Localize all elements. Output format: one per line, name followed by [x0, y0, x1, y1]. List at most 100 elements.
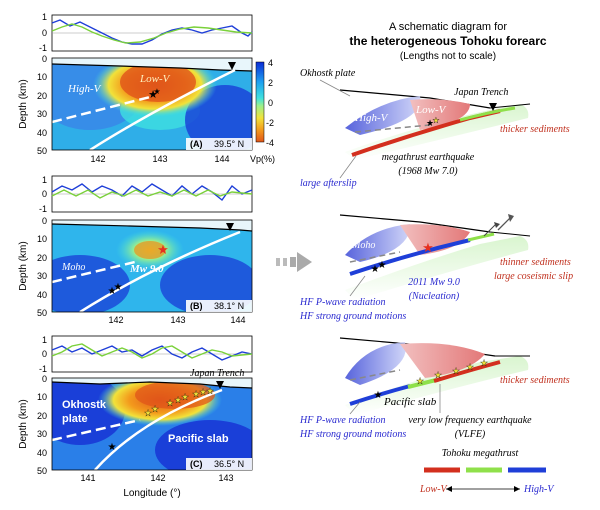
- label-plate: plate: [62, 413, 88, 425]
- label-thicker-sediments: thicker sediments: [500, 124, 570, 135]
- panel-tag: (C): [190, 459, 203, 469]
- schematic-1: ★ ★ Okhostk plate Japan Trench High-V Lo…: [300, 68, 570, 189]
- svg-text:4: 4: [268, 58, 273, 68]
- svg-text:30: 30: [37, 429, 47, 439]
- svg-text:★: ★: [181, 392, 189, 402]
- wave-tick: 1: [42, 12, 47, 22]
- star-marker: ★: [371, 264, 380, 275]
- star-marker: ★: [374, 390, 383, 401]
- wave-tick: 1: [42, 335, 47, 345]
- label-pacific-slab: Pacific slab: [168, 433, 229, 445]
- svg-text:50: 50: [37, 308, 47, 318]
- label-vlfe-1: very low frequency earthquake: [408, 415, 532, 426]
- slab-line: [94, 388, 223, 470]
- panel-lat: 39.5° N: [214, 139, 244, 149]
- svg-text:0: 0: [42, 374, 47, 384]
- svg-text:143: 143: [218, 473, 233, 483]
- tomography-b: [52, 220, 252, 312]
- transition-arrow: [276, 252, 312, 272]
- waveform-strip-a: 1 0 -1: [39, 12, 253, 53]
- header-line3: (Lengths not to scale): [400, 51, 496, 62]
- svg-text:142: 142: [108, 315, 123, 325]
- svg-text:★: ★: [192, 389, 200, 399]
- wave-tick: -1: [39, 43, 47, 53]
- green-trace: [51, 23, 253, 44]
- header-line1: A schematic diagram for: [389, 21, 507, 33]
- lon-ticks-b: 142 143 144: [108, 315, 245, 325]
- svg-text:0: 0: [42, 216, 47, 226]
- svg-text:10: 10: [37, 72, 47, 82]
- svg-text:★: ★: [434, 370, 442, 380]
- svg-text:0: 0: [268, 98, 273, 108]
- svg-text:40: 40: [37, 128, 47, 138]
- legend-title: Tohoku megathrust: [442, 448, 519, 459]
- depth-ticks-a: 0 10 20 30 40 50: [37, 54, 47, 156]
- colorbar-ticks: 4 2 0 -2 -4: [266, 58, 274, 148]
- depth-axis-label: Depth (km): [18, 241, 29, 290]
- label-hf-motions: HF strong ground motions: [299, 311, 406, 322]
- panel-tag: (B): [190, 301, 203, 311]
- star-marker: ★: [426, 118, 434, 128]
- green-trace: [51, 189, 253, 199]
- star-marker: ★: [108, 442, 117, 453]
- svg-text:40: 40: [37, 448, 47, 458]
- svg-text:50: 50: [37, 146, 47, 156]
- label-moho: Moho: [351, 240, 375, 251]
- label-moho: Moho: [61, 262, 85, 273]
- label-japan-trench: Japan Trench: [454, 87, 508, 98]
- depth-axis-label: Depth (km): [18, 399, 29, 448]
- star-marker: ★: [148, 89, 158, 101]
- label-okhostk-plate: Okhostk plate: [300, 68, 356, 79]
- legend: Tohoku megathrust Low-V High-V: [419, 448, 555, 495]
- green-trace: [51, 343, 253, 359]
- label-thicker-sediments: thicker sediments: [500, 375, 570, 386]
- wave-tick: 0: [42, 349, 47, 359]
- megathrust-line-green: [407, 378, 437, 389]
- panel-a: 1 0 -1 ★ ★ High-V Low-V (A) 39.5° N 0: [18, 12, 275, 164]
- label-low-v: Low-V: [415, 104, 447, 116]
- blue-trace: [51, 345, 253, 361]
- label-mw: Mw 9.0: [129, 263, 164, 275]
- star-marker: ★: [114, 282, 123, 293]
- tomography-a: [52, 58, 252, 150]
- svg-text:143: 143: [152, 154, 167, 164]
- waveform-strip-c: 1 0 -1: [39, 335, 253, 374]
- mainshock-star: ★: [157, 242, 169, 257]
- wave-tick: -1: [39, 204, 47, 214]
- svg-text:★: ★: [199, 387, 207, 397]
- star-marker: ★: [432, 116, 439, 125]
- svg-text:★: ★: [206, 386, 214, 396]
- svg-text:142: 142: [150, 473, 165, 483]
- label-low-v: Low-V: [139, 73, 171, 85]
- svg-text:★: ★: [174, 395, 182, 405]
- colorbar: 4 2 0 -2 -4 Vp(%): [250, 58, 275, 164]
- svg-text:★: ★: [151, 404, 159, 414]
- legend-high-v: High-V: [523, 484, 555, 495]
- label-hf-radiation: HF P-wave radiation: [299, 415, 386, 426]
- svg-text:144: 144: [230, 315, 245, 325]
- svg-text:143: 143: [170, 315, 185, 325]
- diagram-header: A schematic diagram for the heterogeneou…: [349, 21, 546, 62]
- label-hf-radiation: HF P-wave radiation: [299, 297, 386, 308]
- svg-text:40: 40: [37, 290, 47, 300]
- label-high-v: High-V: [354, 112, 389, 124]
- lon-ticks-a: 142 143 144: [90, 154, 229, 164]
- panel-b: 1 0 -1 ★ ★ ★ Moho Mw 9.0 (B) 38.1° N 0 1…: [18, 175, 253, 325]
- svg-text:★: ★: [466, 362, 474, 372]
- wave-tick: 0: [42, 28, 47, 38]
- schematic-3: ★★ ★ ★ ★ ★ Pacific slab thicker sediments …: [299, 337, 570, 440]
- svg-text:10: 10: [37, 234, 47, 244]
- label-2011: 2011 Mw 9.0: [408, 277, 460, 288]
- svg-text:20: 20: [37, 91, 47, 101]
- svg-text:0: 0: [42, 54, 47, 64]
- longitude-axis-label: Longitude (°): [123, 488, 180, 499]
- wave-tick: -1: [39, 364, 47, 374]
- blue-trace: [51, 183, 253, 202]
- svg-text:142: 142: [90, 154, 105, 164]
- header-title: the heterogeneous Tohoku forearc: [349, 34, 546, 48]
- label-high-v: High-V: [67, 83, 102, 95]
- trench-marker: [216, 381, 224, 389]
- vlfe-stars: ★ ★ ★ ★ ★: [416, 358, 488, 386]
- waveform-strip-b: 1 0 -1: [39, 175, 253, 214]
